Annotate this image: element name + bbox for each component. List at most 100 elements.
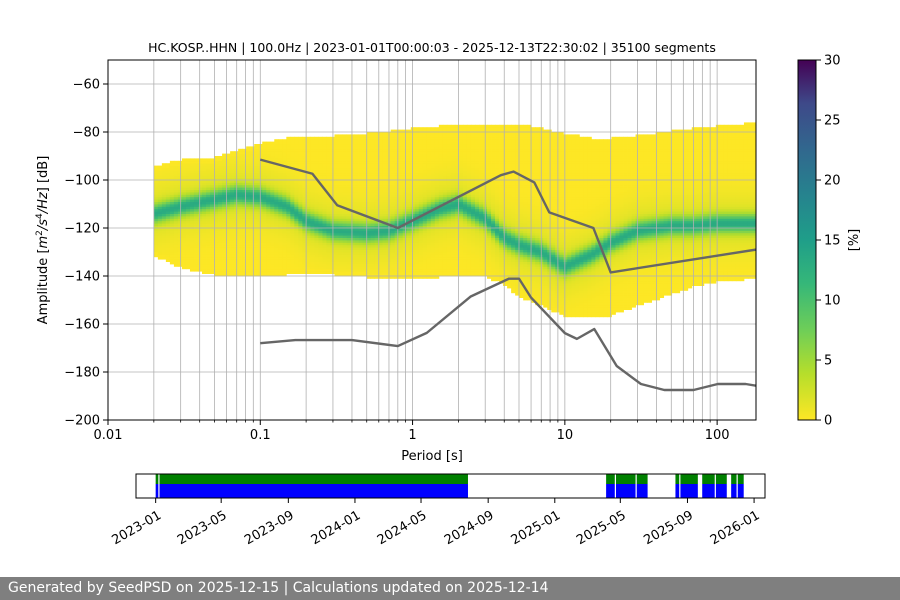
heatmap-cell: [173, 252, 179, 255]
heatmap-cell: [382, 223, 388, 226]
heatmap-cell: [181, 259, 187, 262]
heatmap-cell: [266, 170, 271, 174]
heatmap-cell: [270, 187, 275, 190]
heatmap-cell: [410, 136, 416, 140]
heatmap-cell: [382, 146, 388, 150]
heatmap-cell: [198, 194, 203, 198]
heatmap-cell: [189, 261, 195, 265]
heatmap-cell: [202, 180, 207, 183]
heatmap-cell: [302, 139, 307, 142]
heatmap-cell: [310, 144, 315, 147]
heatmap-cell: [306, 211, 311, 214]
heatmap-cell: [169, 240, 175, 243]
heatmap-cell: [270, 266, 275, 270]
heatmap-cell: [262, 256, 267, 260]
heatmap-cell: [222, 177, 227, 181]
heatmap-cell: [334, 261, 339, 265]
heatmap-cell: [298, 271, 303, 274]
heatmap-cell: [334, 172, 339, 176]
heatmap-cell: [250, 249, 255, 253]
heatmap-cell: [302, 228, 307, 231]
heatmap-cell: [294, 254, 299, 258]
heatmap-cell: [266, 218, 271, 222]
heatmap-cell: [250, 189, 255, 193]
heatmap-cell: [426, 156, 432, 159]
heatmap-cell: [374, 235, 380, 238]
heatmap-cell: [238, 189, 243, 193]
heatmap-cell: [282, 254, 287, 258]
heatmap-cell: [334, 266, 339, 270]
heatmap-cell: [185, 194, 191, 198]
heatmap-cell: [454, 132, 460, 135]
heatmap-cell: [479, 196, 484, 200]
heatmap-cell: [374, 199, 380, 202]
heatmap-cell: [398, 230, 404, 234]
heatmap-cell: [442, 223, 448, 226]
heatmap-cell: [302, 175, 307, 178]
heatmap-cell: [322, 266, 327, 270]
heatmap-cell: [422, 144, 428, 147]
heatmap-cell: [173, 175, 179, 178]
heatmap-cell: [470, 172, 476, 176]
heatmap-cell: [198, 261, 203, 265]
heatmap-cell: [161, 180, 167, 183]
heatmap-cell: [189, 165, 195, 169]
heatmap-cell: [503, 235, 508, 238]
heatmap-cell: [350, 206, 355, 210]
heatmap-cell: [198, 196, 203, 200]
heatmap-cell: [169, 199, 175, 202]
heatmap-cell: [302, 151, 307, 154]
heatmap-cell: [173, 225, 179, 229]
heatmap-cell: [181, 225, 187, 229]
heatmap-cell: [334, 220, 339, 224]
heatmap-cell: [222, 230, 227, 234]
heatmap-cell: [491, 240, 496, 243]
heatmap-cell: [430, 216, 436, 219]
heatmap-cell: [181, 163, 187, 166]
heatmap-cell: [270, 220, 275, 224]
heatmap-cell: [466, 168, 472, 171]
heatmap-cell: [410, 196, 416, 200]
heatmap-cell: [294, 180, 299, 183]
heatmap-cell: [242, 180, 247, 183]
heatmap-cell: [491, 165, 496, 169]
heatmap-cell: [438, 199, 444, 202]
heatmap-cell: [354, 225, 359, 229]
heatmap-cell: [342, 261, 347, 265]
heatmap-cell: [458, 206, 464, 210]
heatmap-cell: [290, 216, 295, 219]
heatmap-cell: [390, 266, 396, 270]
heatmap-cell: [442, 175, 448, 178]
heatmap-cell: [474, 237, 480, 241]
heatmap-cell: [366, 273, 372, 277]
heatmap-cell: [370, 213, 376, 217]
heatmap-cell: [218, 271, 223, 274]
heatmap-cell: [193, 158, 199, 162]
heatmap-cell: [458, 249, 464, 253]
heatmap-cell: [266, 247, 271, 250]
heatmap-cell: [495, 163, 500, 166]
heatmap-cell: [326, 266, 331, 270]
heatmap-cell: [495, 182, 500, 186]
heatmap-cell: [414, 230, 420, 234]
heatmap-cell: [434, 156, 440, 159]
heatmap-cell: [466, 156, 472, 159]
heatmap-cell: [406, 146, 412, 150]
heatmap-cell: [206, 170, 211, 174]
heatmap-cell: [189, 220, 195, 224]
heatmap-cell: [294, 172, 299, 176]
heatmap-cell: [314, 218, 319, 222]
heatmap-cell: [446, 204, 452, 207]
heatmap-cell: [206, 160, 211, 164]
heatmap-cell: [358, 261, 363, 265]
heatmap-cell: [262, 232, 267, 236]
heatmap-cell: [382, 211, 388, 214]
heatmap-cell: [206, 264, 211, 267]
heatmap-cell: [318, 136, 323, 140]
heatmap-cell: [430, 232, 436, 236]
heatmap-cell: [282, 170, 287, 174]
heatmap-cell: [503, 148, 508, 152]
heatmap-cell: [189, 228, 195, 231]
heatmap-cell: [181, 264, 187, 267]
heatmap-cell: [406, 261, 412, 265]
